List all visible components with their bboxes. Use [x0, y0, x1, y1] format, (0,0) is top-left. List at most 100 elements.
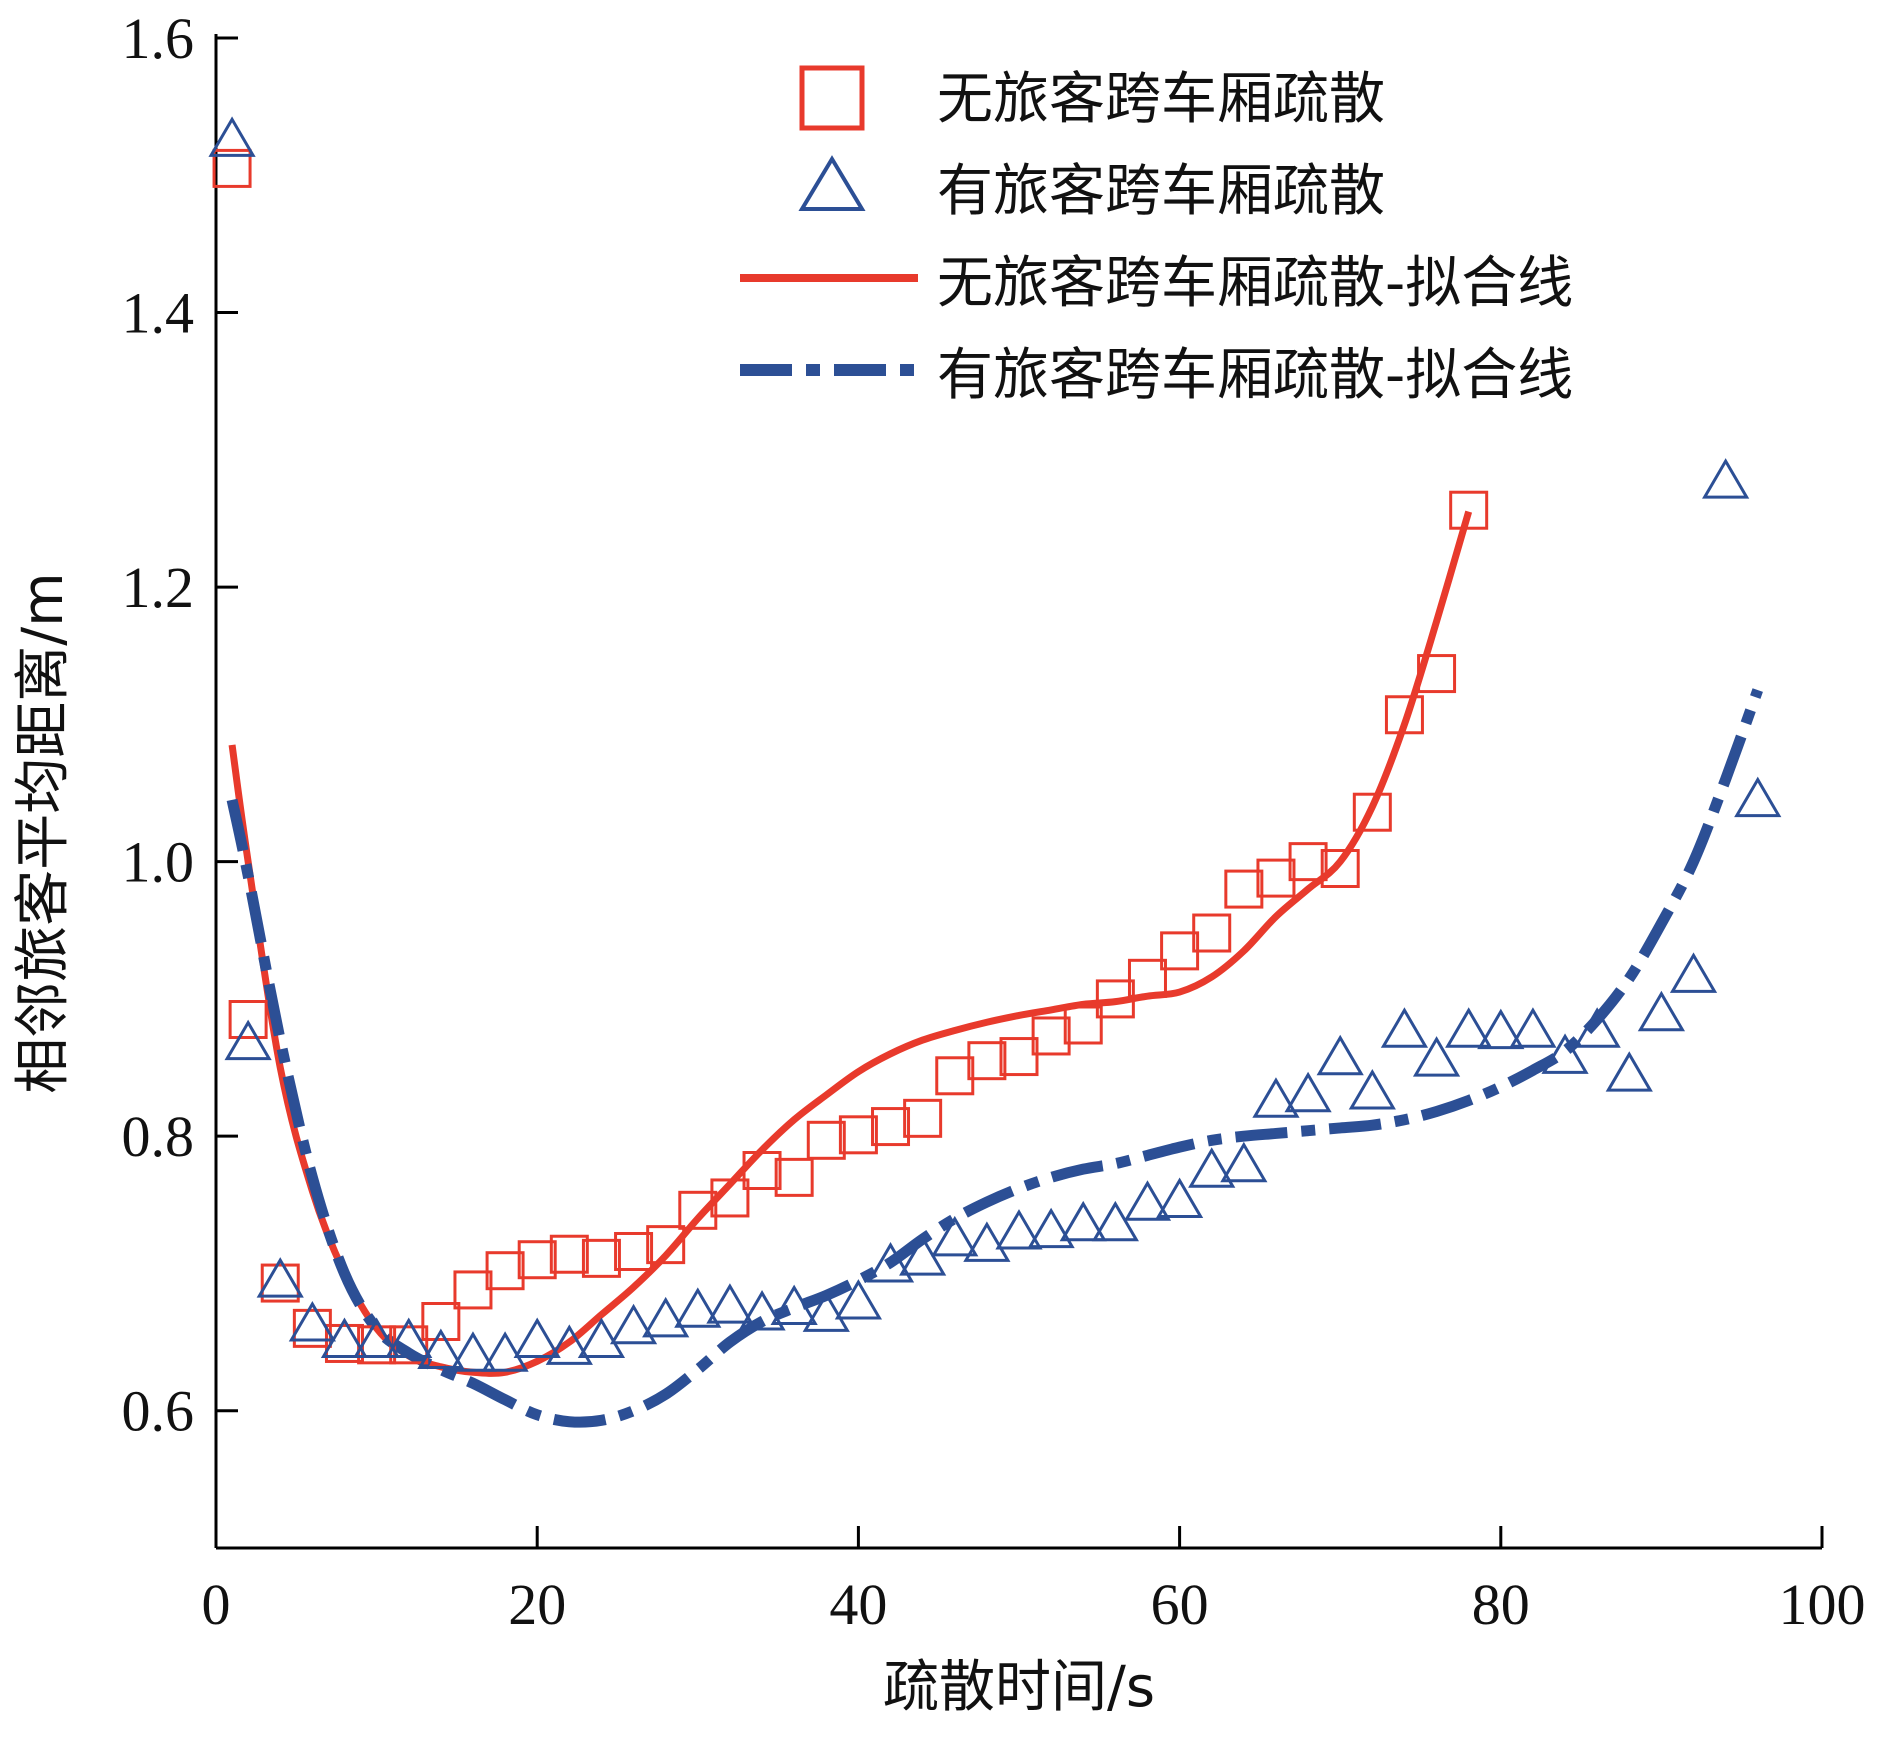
data-point-triangle	[1284, 1071, 1332, 1113]
data-point-square	[260, 1263, 300, 1303]
data-point-triangle	[256, 1257, 304, 1298]
data-point-square	[581, 1238, 621, 1278]
data-point-triangle	[1669, 952, 1718, 993]
data-point-square	[421, 1302, 461, 1341]
data-point-triangle	[1605, 1051, 1653, 1092]
data-point-triangle	[449, 1331, 497, 1372]
data-point-square	[1224, 869, 1264, 909]
data-point-square	[838, 1115, 878, 1155]
legend-label: 无旅客跨车厢疏散	[937, 67, 1385, 132]
data-point-triangle	[1220, 1141, 1268, 1183]
data-point-triangle	[481, 1331, 529, 1372]
y-tick-label: 0.8	[122, 1104, 195, 1169]
data-point-triangle	[417, 1328, 465, 1369]
y-tick-label: 0.6	[122, 1379, 195, 1444]
data-point-square	[710, 1178, 750, 1218]
data-point-square	[1031, 1016, 1071, 1056]
data-point-square	[1288, 842, 1328, 882]
data-point-square	[292, 1308, 332, 1348]
data-point-triangle	[545, 1324, 593, 1365]
axes: 0.6 0.8 1.0 1.2 1.4 1.6 0 20 40 60 80 100	[122, 6, 1866, 1637]
series-markers-1	[208, 116, 1782, 1372]
data-point-triangle	[208, 116, 256, 157]
data-point-square	[1192, 913, 1232, 953]
data-point-triangle	[1188, 1147, 1236, 1188]
data-point-triangle	[1477, 1008, 1525, 1050]
data-point-triangle	[288, 1301, 336, 1342]
y-axis-title: 相邻旅客平均距离/m	[11, 572, 76, 1093]
x-axis-title: 疏散时间/s	[883, 1655, 1155, 1720]
data-point-triangle	[963, 1221, 1011, 1262]
data-point-triangle	[1252, 1077, 1300, 1118]
legend-label: 有旅客跨车厢疏散	[937, 159, 1385, 224]
x-tick-label: 60	[1151, 1572, 1209, 1637]
data-point-square	[614, 1231, 654, 1271]
data-point-triangle	[706, 1283, 754, 1324]
data-point-square	[517, 1240, 557, 1280]
data-point-square	[646, 1225, 686, 1265]
data-point-triangle	[1412, 1036, 1461, 1077]
data-point-triangle	[1316, 1034, 1364, 1076]
data-point-triangle	[513, 1317, 561, 1358]
data-point-triangle	[609, 1303, 658, 1345]
data-point-triangle	[1445, 1007, 1493, 1048]
x-tick-label: 80	[1472, 1572, 1530, 1637]
y-tick-label: 1.4	[122, 281, 195, 346]
y-ticks: 0.6 0.8 1.0 1.2 1.4 1.6	[122, 6, 238, 1444]
data-point-triangle	[995, 1209, 1043, 1250]
data-point-triangle	[674, 1287, 722, 1328]
x-tick-label: 100	[1779, 1572, 1866, 1637]
data-point-triangle	[1027, 1207, 1075, 1249]
legend-label: 无旅客跨车厢疏散-拟合线	[937, 251, 1573, 316]
data-point-triangle	[738, 1290, 786, 1331]
data-point-triangle	[1155, 1177, 1204, 1218]
data-point-triangle	[642, 1296, 690, 1338]
data-point-square	[453, 1270, 493, 1310]
data-point-square	[806, 1120, 846, 1160]
data-point-triangle	[866, 1242, 915, 1283]
data-point-triangle	[1702, 458, 1750, 499]
x-tick-label: 20	[508, 1572, 566, 1637]
data-point-square	[935, 1056, 975, 1096]
data-point-triangle	[1573, 1007, 1621, 1048]
data-point-square	[1320, 849, 1360, 888]
data-point-square	[903, 1098, 943, 1138]
y-tick-label: 1.0	[122, 830, 195, 895]
series-line-3	[226, 688, 1763, 1428]
data-point-triangle	[1541, 1033, 1589, 1074]
y-tick-label: 1.6	[122, 6, 195, 71]
y-tick-label: 1.2	[122, 555, 195, 620]
data-point-triangle	[1348, 1069, 1396, 1110]
data-point-triangle	[1091, 1200, 1139, 1242]
data-point-triangle	[577, 1317, 626, 1358]
data-point-triangle	[931, 1215, 979, 1257]
data-point-triangle	[320, 1317, 369, 1358]
data-point-triangle	[224, 1019, 272, 1061]
data-point-square	[1417, 654, 1457, 694]
data-point-square	[549, 1234, 589, 1274]
data-point-square	[1384, 695, 1424, 735]
data-point-square	[1256, 858, 1296, 898]
data-point-triangle	[1637, 990, 1686, 1032]
data-point-triangle	[834, 1279, 883, 1320]
data-point-square	[774, 1157, 814, 1197]
legend-item-3: 有旅客跨车厢疏散-拟合线	[740, 343, 1573, 408]
data-point-triangle	[770, 1284, 818, 1326]
data-point-triangle	[352, 1317, 401, 1358]
x-tick-label: 40	[829, 1572, 887, 1637]
data-point-square	[1160, 931, 1200, 971]
data-point-triangle	[1734, 776, 1782, 818]
data-point-square	[871, 1107, 911, 1147]
data-point-square	[1063, 1005, 1103, 1045]
data-point-triangle	[1059, 1200, 1107, 1242]
data-point-triangle	[1509, 1007, 1557, 1048]
data-point-triangle	[385, 1317, 433, 1358]
data-point-square	[742, 1151, 782, 1190]
legend-item-2: 无旅客跨车厢疏散-拟合线	[740, 251, 1573, 316]
legend-square-icon	[799, 65, 865, 131]
data-point-square	[1449, 490, 1489, 530]
legend-triangle-icon	[798, 155, 866, 211]
x-tick-label: 0	[202, 1572, 231, 1637]
